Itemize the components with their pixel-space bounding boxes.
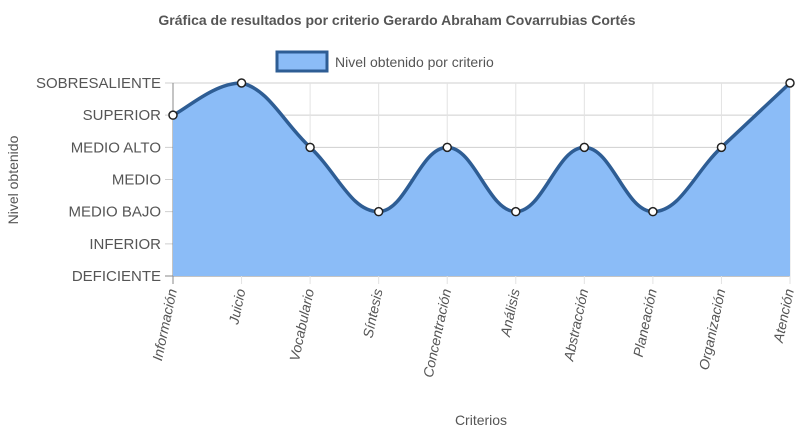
data-point[interactable]: [442, 142, 452, 153]
legend-label[interactable]: Nivel obtenido por criterio: [335, 54, 494, 70]
data-point[interactable]: [579, 142, 590, 153]
x-tick-label: Concentración: [420, 287, 454, 379]
y-tick-label: MEDIO ALTO: [71, 139, 161, 156]
data-point[interactable]: [373, 206, 384, 217]
x-axis-label: Criterios: [455, 412, 507, 428]
x-tick-label: Juicio: [225, 287, 248, 327]
chart-title: Gráfica de resultados por criterio Gerar…: [158, 12, 635, 28]
series-line: [172, 81, 792, 214]
y-axis-label: Nivel obtenido: [5, 135, 21, 224]
legend-swatch[interactable]: [275, 50, 329, 73]
data-point[interactable]: [236, 78, 247, 88]
x-tick-label: Síntesis: [360, 287, 386, 339]
y-tick-label: MEDIO BAJO: [68, 204, 161, 221]
x-tick-label: Abstracción: [560, 287, 591, 363]
x-tick-label: Vocabulario: [286, 287, 317, 362]
x-tick-labels: Información Juicio Vocabulario Síntesis Conc…: [149, 287, 795, 379]
data-point[interactable]: [716, 142, 727, 153]
y-tick-label: DEFICIENTE: [72, 268, 161, 285]
y-tick-label: INFERIOR: [89, 236, 161, 253]
data-points: [168, 78, 795, 217]
x-tick-label: Planeación: [630, 287, 660, 358]
x-tick-label: Organización: [696, 287, 729, 371]
x-tick-label: Atención: [770, 287, 795, 345]
data-point[interactable]: [168, 110, 178, 120]
y-tick-label: MEDIO: [112, 172, 161, 189]
y-tick-label: SUPERIOR: [83, 107, 162, 124]
x-tick-label: Información: [149, 287, 180, 362]
y-tick-labels: DEFICIENTE INFERIOR MEDIO BAJO MEDIO MEDIO A…: [36, 75, 161, 285]
legend[interactable]: Nivel obtenido por criterio: [275, 50, 494, 73]
data-point[interactable]: [648, 206, 658, 217]
y-tick-label: SOBRESALIENTE: [36, 75, 161, 92]
data-point[interactable]: [305, 142, 315, 153]
x-tick-label: Análisis: [497, 287, 523, 339]
data-point[interactable]: [785, 78, 795, 88]
data-point[interactable]: [511, 206, 521, 217]
